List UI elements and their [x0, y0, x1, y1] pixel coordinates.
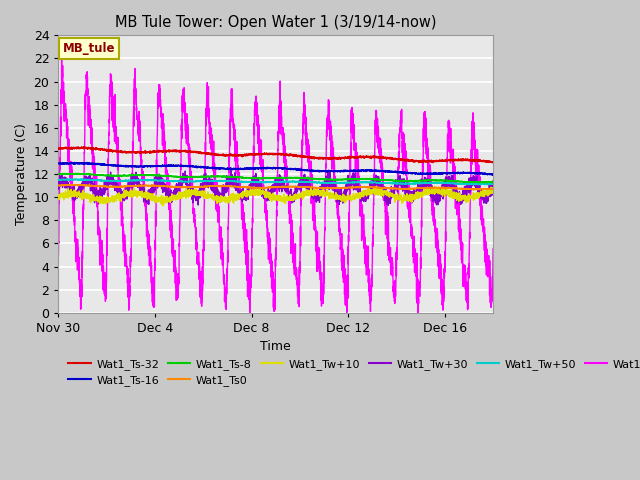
Wat1_Ts-16	[130, 163, 138, 169]
Line: Wat1_Ts-8: Wat1_Ts-8	[58, 173, 493, 183]
Wat1_Tw+10	[481, 189, 489, 194]
Wat1_Ts-32	[489, 159, 497, 165]
Wat1_Tw100	[481, 259, 489, 265]
Wat1_Tw+30	[385, 203, 392, 208]
Wat1_Ts0	[221, 183, 229, 189]
Wat1_Ts-16	[104, 162, 112, 168]
Line: Wat1_Ts0: Wat1_Ts0	[58, 185, 493, 190]
Wat1_Ts-8	[434, 178, 442, 184]
Wat1_Tw+30	[221, 189, 229, 195]
Wat1_Tw+50	[221, 179, 229, 184]
Wat1_Ts-32	[78, 144, 86, 150]
Wat1_Ts0	[434, 185, 442, 191]
Wat1_Tw+10	[431, 183, 438, 189]
Wat1_Tw+30	[434, 192, 442, 197]
Wat1_Tw+50	[54, 177, 62, 183]
Wat1_Tw100	[58, 54, 65, 60]
Wat1_Ts-32	[130, 149, 138, 155]
Wat1_Ts-32	[221, 153, 229, 158]
Wat1_Ts-32	[488, 160, 496, 166]
Wat1_Ts-8	[481, 180, 489, 185]
Wat1_Ts-16	[434, 170, 442, 176]
Wat1_Tw+10	[240, 192, 248, 197]
Wat1_Ts-8	[72, 170, 79, 176]
Wat1_Ts-16	[240, 166, 248, 172]
Wat1_Ts-16	[221, 166, 229, 172]
Wat1_Ts-32	[240, 153, 248, 158]
Wat1_Ts0	[104, 184, 112, 190]
Wat1_Tw+10	[489, 188, 497, 194]
Wat1_Ts-8	[221, 174, 229, 180]
Wat1_Tw+50	[477, 182, 484, 188]
Wat1_Tw+10	[159, 203, 167, 209]
Y-axis label: Temperature (C): Temperature (C)	[15, 123, 28, 225]
Wat1_Tw+50	[72, 176, 80, 182]
Wat1_Tw+50	[481, 181, 489, 187]
Wat1_Ts-16	[489, 172, 497, 178]
Wat1_Tw100	[104, 156, 112, 162]
Wat1_Tw100	[434, 264, 442, 269]
Wat1_Tw100	[130, 123, 138, 129]
Wat1_Tw+10	[221, 198, 229, 204]
Wat1_Tw+30	[481, 197, 489, 203]
Wat1_Ts-32	[54, 145, 62, 151]
Wat1_Tw+50	[130, 178, 138, 183]
Wat1_Tw+30	[489, 187, 497, 192]
Wat1_Ts-32	[434, 158, 442, 164]
Wat1_Tw+10	[104, 196, 112, 202]
Wat1_Ts-8	[130, 173, 138, 179]
Wat1_Tw100	[54, 252, 62, 258]
Wat1_Ts0	[76, 182, 84, 188]
Wat1_Tw100	[221, 285, 229, 291]
Wat1_Ts-16	[54, 160, 62, 166]
Wat1_Tw+50	[240, 179, 248, 185]
Wat1_Ts0	[489, 186, 497, 192]
Wat1_Tw+30	[227, 168, 235, 174]
Wat1_Ts-8	[240, 175, 248, 180]
Wat1_Ts0	[54, 182, 62, 188]
Wat1_Tw+50	[104, 178, 112, 184]
Wat1_Ts-16	[489, 172, 497, 178]
Wat1_Ts-8	[104, 172, 112, 178]
Wat1_Ts0	[130, 183, 138, 189]
Wat1_Ts-32	[481, 158, 488, 164]
Wat1_Tw+10	[434, 190, 442, 195]
Line: Wat1_Tw+30: Wat1_Tw+30	[58, 171, 493, 205]
Wat1_Tw+30	[104, 182, 112, 188]
Wat1_Tw+10	[130, 185, 138, 191]
Line: Wat1_Tw100: Wat1_Tw100	[58, 57, 493, 314]
Wat1_Tw+30	[130, 179, 138, 184]
Line: Wat1_Tw+50: Wat1_Tw+50	[58, 179, 493, 185]
Wat1_Tw+10	[54, 192, 62, 198]
Text: MB_tule: MB_tule	[63, 42, 115, 55]
Wat1_Tw+30	[240, 196, 248, 202]
Line: Wat1_Tw+10: Wat1_Tw+10	[58, 186, 493, 206]
Wat1_Ts0	[476, 187, 484, 193]
Wat1_Tw+50	[434, 180, 442, 186]
Wat1_Tw+50	[489, 181, 497, 187]
Wat1_Tw100	[489, 246, 497, 252]
Wat1_Ts-8	[489, 180, 497, 185]
Wat1_Ts0	[240, 184, 248, 190]
Wat1_Ts-32	[104, 148, 112, 154]
Legend: Wat1_Ts-32, Wat1_Ts-16, Wat1_Ts-8, Wat1_Ts0, Wat1_Tw+10, Wat1_Tw+30, Wat1_Tw+50,: Wat1_Ts-32, Wat1_Ts-16, Wat1_Ts-8, Wat1_…	[64, 354, 640, 391]
Wat1_Tw+30	[54, 186, 62, 192]
Wat1_Ts-16	[481, 171, 488, 177]
Wat1_Tw100	[246, 312, 253, 317]
Wat1_Ts-8	[479, 180, 486, 186]
Wat1_Ts-8	[54, 170, 62, 176]
Title: MB Tule Tower: Open Water 1 (3/19/14-now): MB Tule Tower: Open Water 1 (3/19/14-now…	[115, 15, 436, 30]
Wat1_Ts-16	[71, 159, 79, 165]
X-axis label: Time: Time	[260, 340, 291, 353]
Line: Wat1_Ts-32: Wat1_Ts-32	[58, 147, 493, 163]
Wat1_Ts0	[481, 186, 489, 192]
Line: Wat1_Ts-16: Wat1_Ts-16	[58, 162, 493, 175]
Wat1_Tw100	[240, 236, 248, 242]
